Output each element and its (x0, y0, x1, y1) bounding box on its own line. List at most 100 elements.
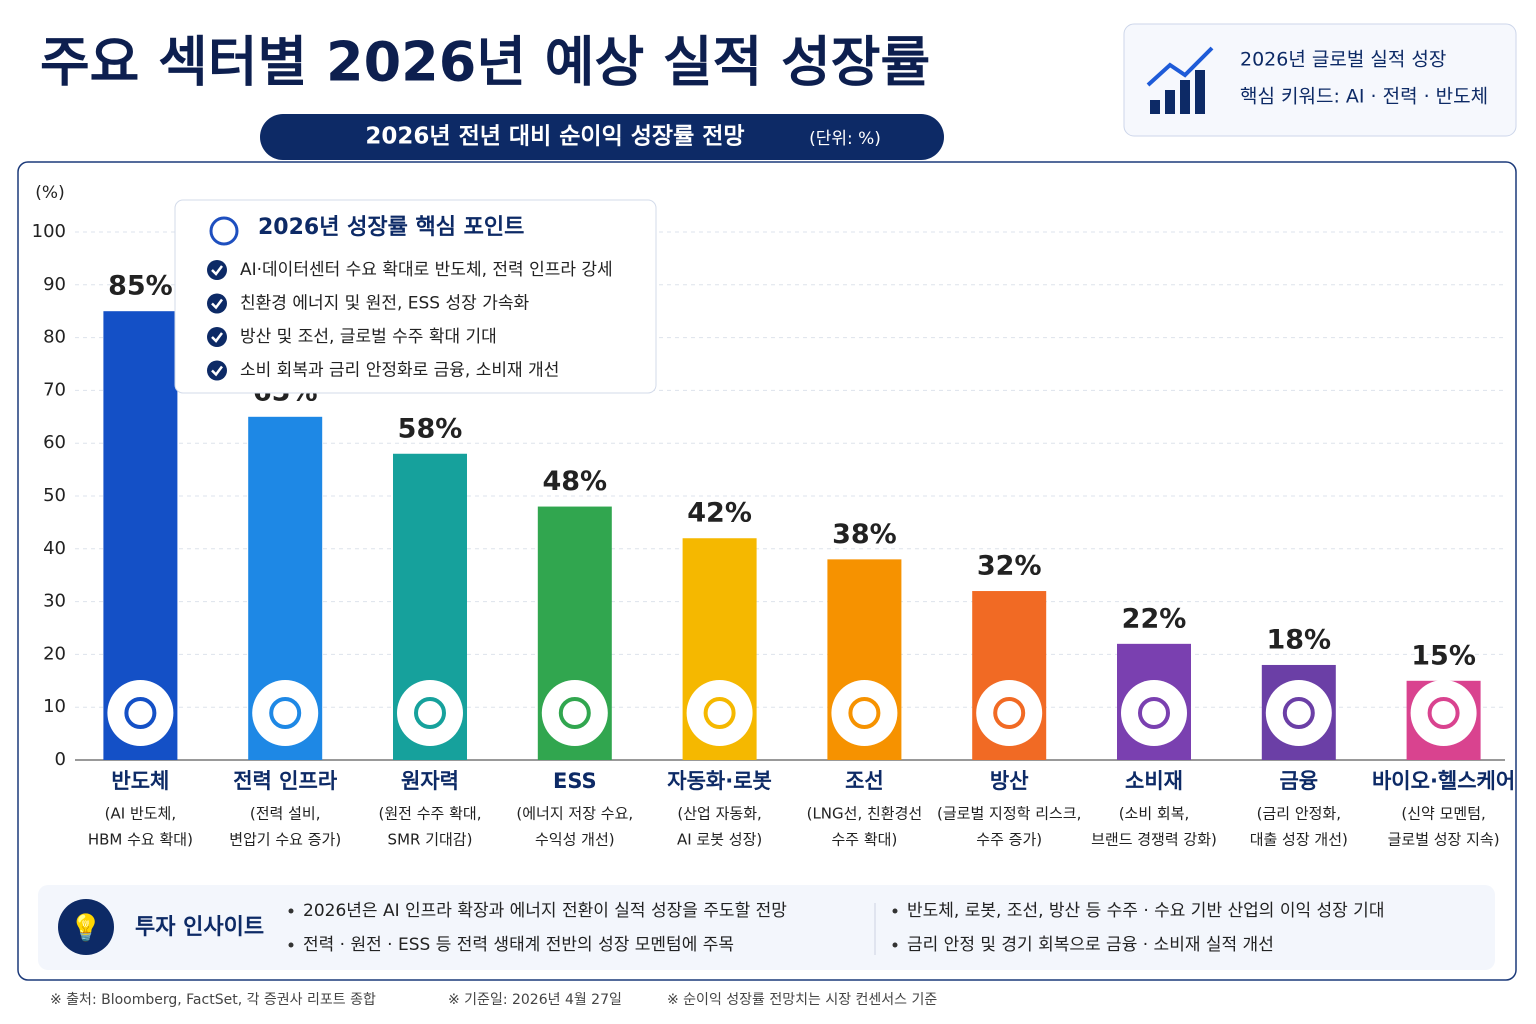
x-tick-label: 소비재 (1125, 769, 1183, 793)
category-note: (원전 수주 확대, (379, 805, 482, 823)
value-label: 22% (1122, 603, 1187, 634)
category-note: (에너지 저장 수요, (516, 805, 633, 823)
subtitle: 2026년 전년 대비 순이익 성장률 전망 (365, 124, 744, 150)
y-tick-label: 10 (43, 696, 66, 717)
bar-icon (976, 680, 1043, 746)
value-label: 58% (398, 413, 463, 444)
check-mark (211, 265, 223, 276)
value-label: 15% (1411, 640, 1476, 671)
insight-icon-glyph: 💡 (70, 913, 102, 944)
category-note: (AI 반도체, (105, 805, 176, 823)
category-note: 변압기 수요 증가) (229, 831, 341, 849)
bar-icon-glyph (558, 697, 591, 729)
bar-icon-glyph (124, 697, 157, 729)
y-tick-label: 60 (43, 432, 66, 453)
insight-box (38, 885, 1495, 970)
bar-icon (541, 680, 608, 746)
check (207, 327, 227, 347)
insight-point: 2026년은 AI 인프라 확장과 에너지 전환이 실적 성장을 주도할 전망 (303, 901, 787, 921)
bullet (288, 942, 294, 948)
callout-icon (209, 216, 239, 246)
bar-icon-glyph (269, 697, 302, 729)
bar-icon (252, 680, 319, 746)
bar-icon (1121, 680, 1187, 746)
category-note: (금리 안정화, (1257, 805, 1341, 823)
check-mark (211, 365, 223, 377)
value-label: 38% (832, 519, 897, 550)
value-label: 42% (687, 498, 752, 529)
y-tick-label: 50 (43, 485, 66, 506)
footer-note: ※ 출처: Bloomberg, FactSet, 각 증권사 리포트 종합 (50, 992, 376, 1008)
category-note: 대출 성장 개선) (1250, 831, 1348, 849)
plot: 0 10 20 30 40 50 60 70 80 90 100 85% 반도체 (AI 반도체, HBM … (32, 221, 1516, 849)
bar-icon-glyph (993, 697, 1026, 729)
bullet (892, 908, 898, 914)
x-tick-label: 바이오·헬스케어 (1372, 769, 1515, 793)
bullet (288, 908, 294, 914)
y-unit: (%) (35, 183, 64, 203)
category-note: 수주 증가) (976, 831, 1042, 849)
value-label: 18% (1266, 624, 1331, 655)
badge-line: 2026년 글로벌 실적 성장 (1240, 49, 1446, 71)
badge (1123, 23, 1517, 137)
insight-title: 투자 인사이트 (135, 915, 264, 940)
title: 주요 섹터별 2026년 예상 실적 성장률 (40, 31, 930, 94)
x-tick-label: 전력 인프라 (233, 769, 338, 793)
value-label: 32% (977, 551, 1042, 582)
y-tick-label: 80 (43, 327, 66, 348)
callout-title: 2026년 성장률 핵심 포인트 (258, 215, 524, 240)
footer-note: ※ 순이익 성장률 전망치는 시장 컨센서스 기준 (667, 992, 937, 1008)
bar-icon (107, 680, 174, 746)
category-note: (신약 모멘텀, (1401, 805, 1485, 823)
callout-point: 소비 회복과 금리 안정화로 금융, 소비재 개선 (240, 361, 559, 381)
category-note: SMR 기대감) (388, 831, 473, 849)
callout-point: AI·데이터센터 수요 확대로 반도체, 전력 인프라 강세 (240, 260, 613, 280)
category-note: (산업 자동화, (677, 805, 761, 823)
footer-note: ※ 기준일: 2026년 4월 27일 (448, 992, 622, 1008)
category-note: (LNG선, 친환경선 (807, 805, 923, 823)
subtitle-pill (260, 114, 944, 160)
value-label: 48% (542, 466, 607, 497)
bullet (892, 942, 898, 948)
y-tick-label: 0 (55, 749, 66, 770)
x-tick-label: 조선 (845, 769, 884, 793)
check (207, 293, 227, 314)
y-tick-label: 100 (32, 221, 66, 242)
bar-icon (397, 680, 463, 746)
y-tick-label: 20 (43, 643, 66, 664)
bar-icon-glyph (1427, 697, 1460, 729)
category-note: (글로벌 지정학 리스크, (937, 805, 1081, 823)
bar-icon-glyph (1282, 697, 1315, 729)
category-note: AI 로봇 성장) (677, 831, 762, 849)
check (207, 360, 227, 381)
callout (174, 199, 657, 394)
category-note: (전력 설비, (250, 805, 321, 823)
category-note: 브랜드 경쟁력 강화) (1091, 831, 1217, 849)
x-tick-label: 금융 (1279, 769, 1318, 793)
y-tick-label: 40 (43, 538, 66, 559)
check (207, 260, 227, 280)
y-tick-label: 90 (43, 274, 66, 295)
insight-point: 금리 안정 및 경기 회복으로 금융 · 소비재 실적 개선 (907, 935, 1274, 955)
y-tick-label: 70 (43, 379, 66, 400)
x-tick-label: ESS (553, 769, 597, 793)
x-tick-label: 자동화·로봇 (667, 769, 772, 793)
bar-icon-glyph (1138, 697, 1170, 729)
callout-point: 방산 및 조선, 글로벌 수주 확대 기대 (240, 327, 497, 347)
x-tick-label: 방산 (990, 769, 1029, 793)
badge-line: 핵심 키워드: AI · 전력 · 반도체 (1240, 86, 1488, 108)
check-mark (211, 298, 223, 310)
category-note: (소비 회복, (1119, 805, 1190, 823)
bar-icon (1410, 680, 1477, 746)
category-note: 글로벌 성장 지속) (1388, 831, 1500, 849)
category-note: 수익성 개선) (535, 831, 615, 849)
bar-icon (1265, 680, 1332, 746)
bar-icon-glyph (703, 697, 736, 729)
x-tick-label: 원자력 (401, 769, 459, 793)
value-label: 85% (108, 271, 173, 302)
bar-icon (831, 680, 898, 746)
y-tick-label: 30 (43, 591, 66, 612)
badge-icon (1146, 46, 1214, 114)
